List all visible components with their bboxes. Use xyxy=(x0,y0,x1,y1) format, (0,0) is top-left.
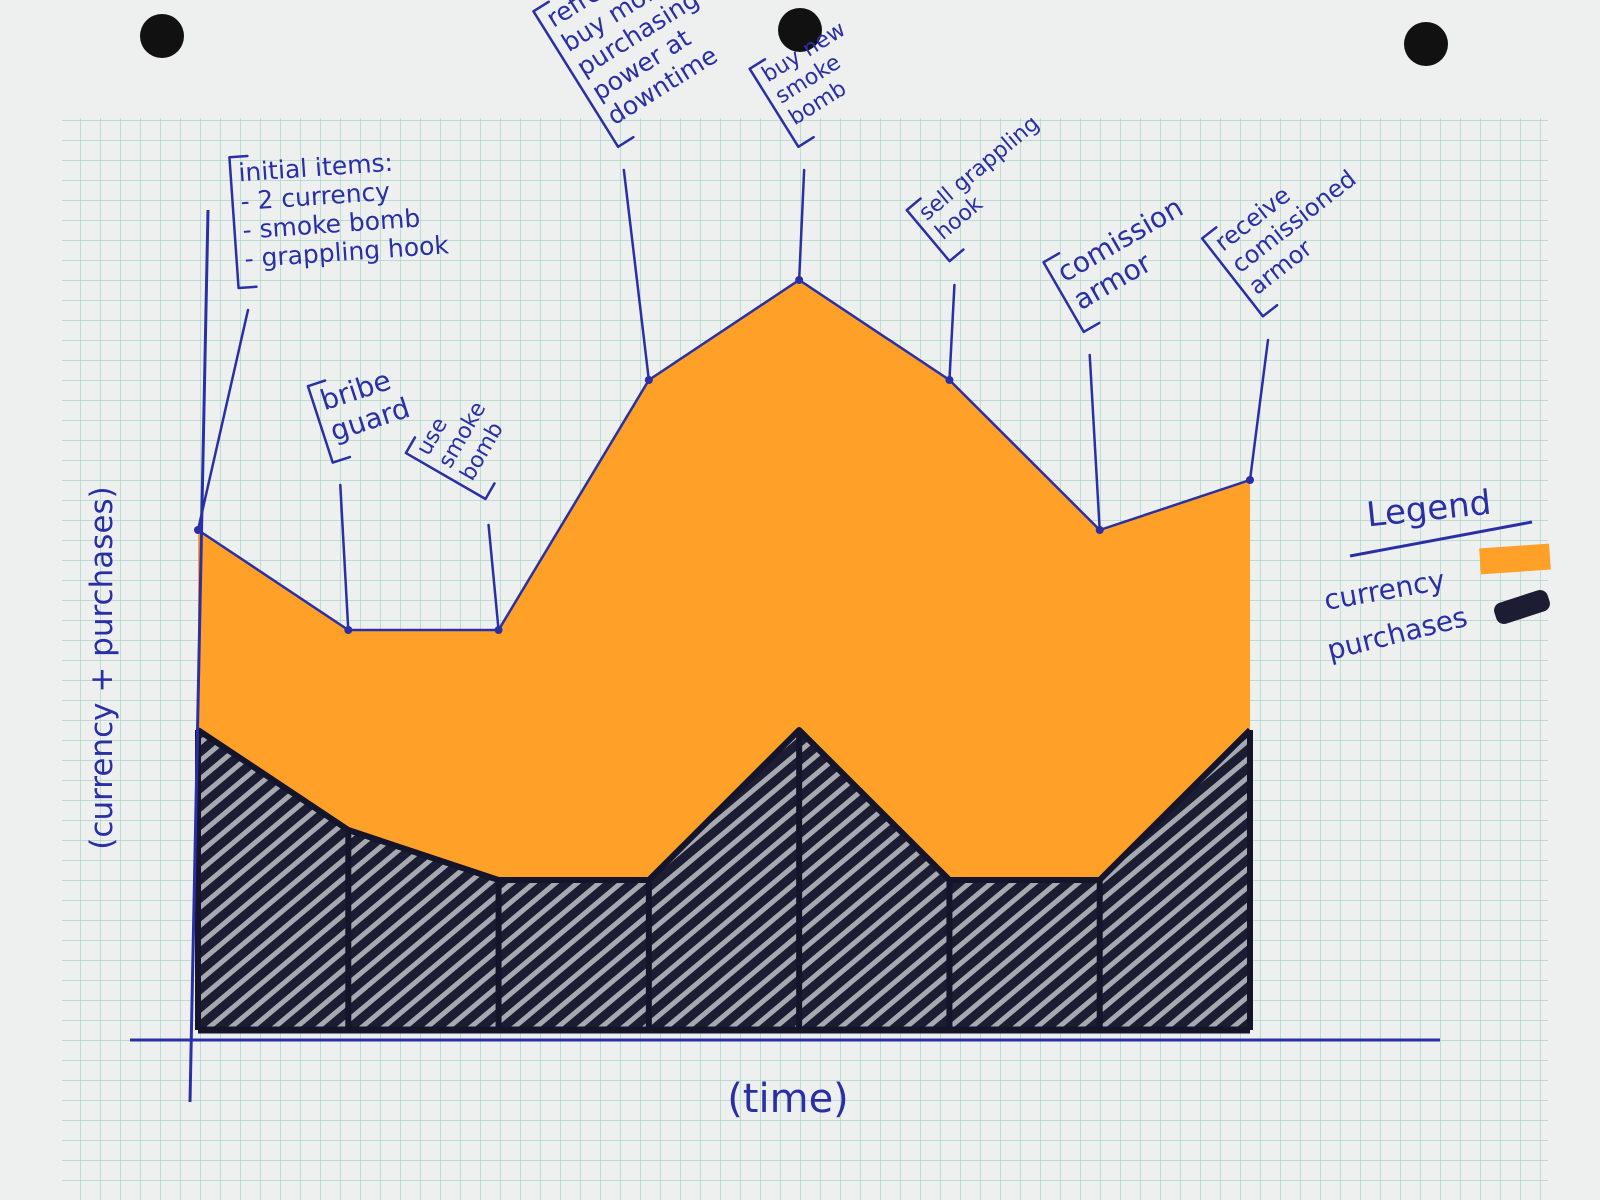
purchases-line xyxy=(196,727,1253,883)
annotation-bracket xyxy=(1200,226,1279,318)
legend-swatch-currency xyxy=(1479,543,1551,575)
plot-area xyxy=(194,276,1254,1034)
binder-hole xyxy=(1404,22,1448,66)
annotation-leader xyxy=(797,168,806,282)
annotation-leader xyxy=(1248,338,1270,482)
annotation-bracket xyxy=(748,58,815,149)
annotation-bracket xyxy=(1042,252,1101,334)
currency-area xyxy=(198,280,1250,880)
annotation-bracket xyxy=(905,197,965,263)
annotation-bracket xyxy=(532,0,635,149)
annotation: initial items:- 2 currency- smoke bomb- … xyxy=(196,148,450,532)
annotation-leader xyxy=(1088,353,1101,532)
y-axis-label: (currency + purchases) xyxy=(84,486,120,849)
legend-swatch-purchases xyxy=(1494,589,1550,625)
x-axis-label: (time) xyxy=(727,1076,849,1122)
binder-hole xyxy=(140,14,184,58)
annotation-bracket xyxy=(404,436,496,501)
annotation-bracket xyxy=(306,379,352,464)
annotation-bracket xyxy=(228,154,258,290)
currency-top-line xyxy=(197,278,1251,632)
binder-hole xyxy=(778,8,822,52)
legend-title-underline xyxy=(1349,520,1533,558)
annotation-box: initial items:- 2 currency- smoke bomb- … xyxy=(228,148,450,290)
annotation-leader xyxy=(948,283,956,382)
annotation-leader xyxy=(487,523,500,632)
annotation-leader xyxy=(339,483,350,632)
annotation-leader xyxy=(196,308,250,532)
annotation-leader xyxy=(622,168,651,382)
purchases-area xyxy=(198,730,1250,1030)
y-axis-line xyxy=(188,209,210,1103)
